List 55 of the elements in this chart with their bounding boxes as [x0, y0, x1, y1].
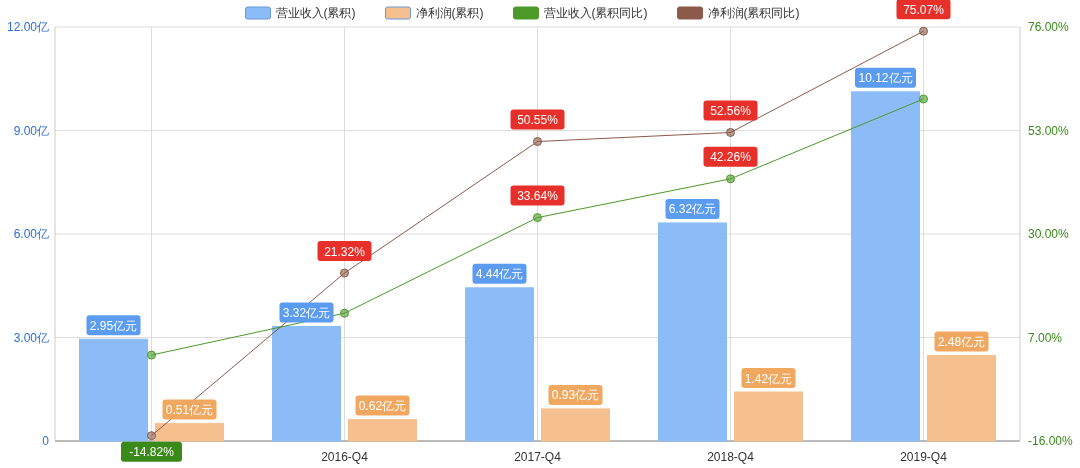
- legend-label: 营业收入(累积): [275, 6, 356, 20]
- bar: [541, 408, 610, 442]
- data-label: 52.56%: [710, 103, 752, 118]
- data-label: 0.93亿元: [551, 388, 600, 403]
- data-label: 2.95亿元: [89, 318, 138, 333]
- point: [340, 308, 349, 318]
- point: [533, 137, 542, 147]
- x-tick-label: 2017-Q4: [514, 450, 562, 464]
- bar: [155, 422, 224, 442]
- point: [533, 213, 542, 223]
- point: [147, 431, 156, 441]
- data-label: 10.12亿元: [858, 71, 913, 86]
- y-tick-label: 6.00亿: [13, 227, 49, 241]
- bar: [79, 338, 148, 442]
- data-label: 33.64%: [517, 189, 559, 204]
- bar: [927, 354, 996, 442]
- point: [726, 174, 735, 184]
- x-tick-label: 2019-Q4: [900, 450, 948, 464]
- data-label: 6.32亿元: [668, 202, 717, 217]
- y2-tick-label: 53.00%: [1028, 123, 1070, 138]
- bar: [851, 91, 920, 442]
- bar: [658, 222, 727, 442]
- y2-tick-label: -16.00%: [1028, 434, 1074, 448]
- legend-label: 营业收入(累积同比): [543, 6, 648, 20]
- y2-tick-label: 76.00%: [1028, 20, 1070, 34]
- data-label: 0.51亿元: [165, 402, 214, 417]
- point: [919, 26, 928, 36]
- point: [147, 350, 156, 360]
- data-label: 42.26%: [710, 150, 752, 165]
- legend-label: 净利润(累积同比): [707, 6, 800, 20]
- point: [726, 127, 735, 137]
- y-tick-label: 0: [42, 434, 50, 448]
- data-label: 75.07%: [903, 2, 945, 17]
- legend-label: 净利润(累积): [415, 6, 484, 20]
- y2-tick-label: 7.00%: [1028, 330, 1063, 345]
- data-label: 3.32亿元: [282, 305, 331, 320]
- data-label: -14.82%: [129, 445, 175, 460]
- x-tick-label: 2016-Q4: [321, 450, 369, 464]
- data-label: 21.32%: [324, 244, 366, 259]
- point: [919, 94, 928, 104]
- data-label: 2.48亿元: [937, 334, 986, 349]
- data-label: 4.44亿元: [475, 267, 524, 282]
- y-tick-label: 12.00亿: [6, 20, 49, 34]
- data-label: 1.42亿元: [744, 371, 793, 386]
- data-label: 0.62亿元: [358, 399, 407, 414]
- x-tick-label: 2018-Q4: [707, 450, 755, 464]
- bar: [465, 287, 534, 442]
- bar: [348, 419, 417, 442]
- data-label: 50.55%: [517, 113, 559, 128]
- bar: [734, 391, 803, 442]
- bar: [272, 325, 341, 442]
- y2-tick-label: 30.00%: [1028, 227, 1070, 241]
- point: [340, 268, 349, 278]
- y-tick-label: 3.00亿: [13, 330, 49, 345]
- y-tick-label: 9.00亿: [13, 123, 49, 138]
